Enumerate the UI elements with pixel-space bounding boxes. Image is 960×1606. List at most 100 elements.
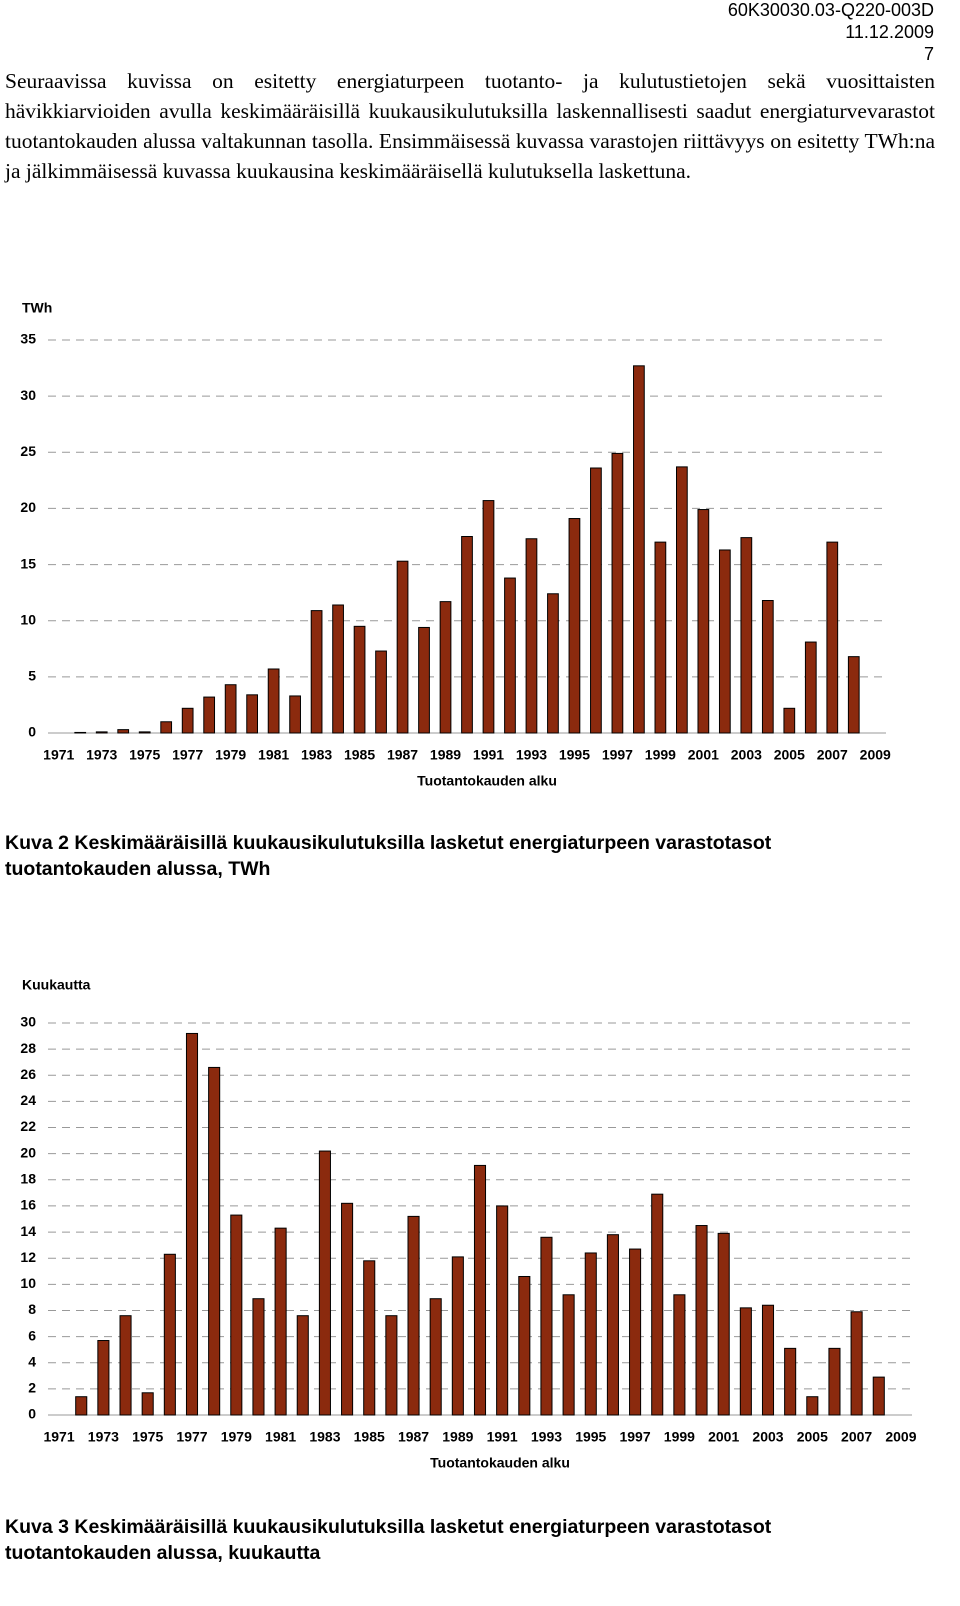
bar — [718, 549, 731, 734]
y-tick-label: 26 — [20, 1066, 36, 1082]
bar — [518, 1275, 531, 1416]
bar — [246, 694, 258, 734]
bar — [119, 1315, 132, 1416]
bar — [396, 560, 409, 734]
bar — [606, 1234, 619, 1416]
bar — [740, 537, 753, 734]
bar — [695, 1225, 708, 1416]
bar — [363, 1260, 376, 1416]
bar — [761, 1304, 775, 1416]
x-tick-label: 1985 — [344, 747, 375, 763]
page-number: 7 — [923, 44, 934, 64]
bar — [739, 1307, 752, 1416]
y-tick-label: 18 — [20, 1171, 36, 1187]
doc-code: 60K30030.03-Q220-003D — [727, 0, 934, 20]
bar — [584, 1252, 597, 1416]
bar — [761, 600, 774, 734]
caption: Kuva 2 Keskimääräisillä kuukausikulutuks… — [5, 832, 772, 880]
x-tick-label: 1995 — [559, 747, 590, 763]
caption: Kuva 3 Keskimääräisillä kuukausikulutuks… — [5, 1516, 772, 1564]
y-tick-label: 20 — [20, 499, 36, 515]
bar — [850, 1311, 863, 1416]
x-tick-label: 2003 — [731, 747, 762, 763]
x-tick-label: 1987 — [398, 1429, 429, 1445]
bar — [651, 1193, 664, 1416]
bar — [185, 1032, 199, 1416]
x-tick-label: 1977 — [176, 1429, 207, 1445]
x-tick-label: 1997 — [619, 1429, 650, 1445]
y-tick-label: 14 — [20, 1223, 36, 1239]
bar — [654, 541, 667, 734]
x-tick-label: 1993 — [516, 747, 547, 763]
x-tick-label: 1979 — [221, 1429, 252, 1445]
x-tick-label: 1985 — [354, 1429, 385, 1445]
y-tick-label: 10 — [20, 1275, 36, 1291]
y-tick-label: 25 — [20, 443, 36, 459]
y-axis-label: Kuukautta — [22, 977, 91, 993]
bar — [429, 1298, 442, 1416]
y-tick-label: 35 — [20, 331, 36, 347]
x-tick-label: 1983 — [301, 747, 332, 763]
x-tick-label: 2007 — [841, 1429, 872, 1445]
x-tick-label: 2009 — [860, 747, 891, 763]
bar — [697, 509, 710, 734]
bar — [267, 668, 280, 734]
y-tick-label: 10 — [20, 611, 36, 627]
x-tick-label: 1987 — [387, 747, 418, 763]
x-axis-label: Tuotantokauden alku — [417, 773, 557, 789]
x-tick-label: 1997 — [602, 747, 633, 763]
x-tick-label: 1975 — [132, 1429, 163, 1445]
x-tick-label: 2001 — [708, 1429, 739, 1445]
x-tick-label: 2001 — [688, 747, 719, 763]
bar — [826, 541, 839, 734]
bar — [676, 466, 688, 734]
bar — [160, 721, 173, 734]
bar — [717, 1232, 730, 1416]
y-tick-label: 30 — [20, 387, 36, 403]
bar — [318, 1150, 331, 1416]
bar — [138, 731, 151, 734]
bar — [181, 707, 194, 734]
bar — [482, 500, 495, 734]
bar — [353, 625, 366, 734]
paragraph: Seuraavissa kuvissa on esitetty energiat… — [5, 69, 935, 183]
y-tick-label: 4 — [28, 1353, 36, 1369]
bar — [252, 1298, 265, 1416]
bar — [375, 650, 387, 734]
x-tick-label: 1983 — [309, 1429, 340, 1445]
x-tick-label: 1973 — [86, 747, 117, 763]
bar — [525, 538, 538, 734]
y-tick-label: 12 — [20, 1249, 36, 1265]
bar — [504, 577, 516, 734]
bar — [97, 1340, 110, 1416]
x-tick-label: 1971 — [43, 1429, 74, 1445]
bar — [784, 1347, 797, 1416]
y-tick-label: 0 — [28, 1406, 36, 1422]
bar — [163, 1253, 176, 1416]
bar — [274, 1227, 287, 1416]
x-tick-label: 1999 — [664, 1429, 695, 1445]
bar — [806, 1396, 819, 1416]
x-tick-label: 1971 — [43, 747, 74, 763]
bar — [783, 707, 796, 734]
x-tick-label: 2005 — [774, 747, 805, 763]
bar — [568, 518, 581, 734]
y-tick-label: 20 — [20, 1144, 36, 1160]
bar — [611, 452, 624, 734]
bar — [673, 1294, 686, 1416]
bar — [74, 731, 87, 734]
x-tick-label: 1989 — [442, 1429, 473, 1445]
bar — [407, 1215, 420, 1416]
bar — [230, 1214, 243, 1416]
x-tick-label: 1999 — [645, 747, 676, 763]
x-tick-label: 1993 — [531, 1429, 562, 1445]
bar — [141, 1392, 154, 1416]
bar — [547, 593, 559, 734]
y-axis-label: TWh — [22, 300, 52, 316]
bar — [208, 1066, 221, 1416]
bar — [117, 729, 130, 734]
bar — [629, 1248, 642, 1416]
bar — [804, 641, 817, 734]
bar — [847, 656, 860, 734]
